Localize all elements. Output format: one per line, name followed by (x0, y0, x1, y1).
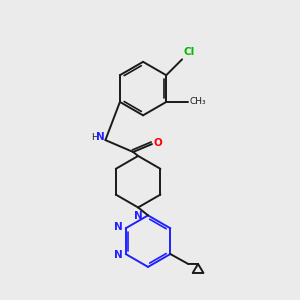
Text: CH₃: CH₃ (189, 98, 206, 106)
Text: O: O (154, 138, 163, 148)
Text: N: N (134, 212, 142, 221)
Text: H: H (91, 133, 98, 142)
Text: N: N (114, 222, 123, 232)
Text: N: N (114, 250, 123, 260)
Text: Cl: Cl (183, 47, 194, 57)
Text: N: N (96, 132, 104, 142)
